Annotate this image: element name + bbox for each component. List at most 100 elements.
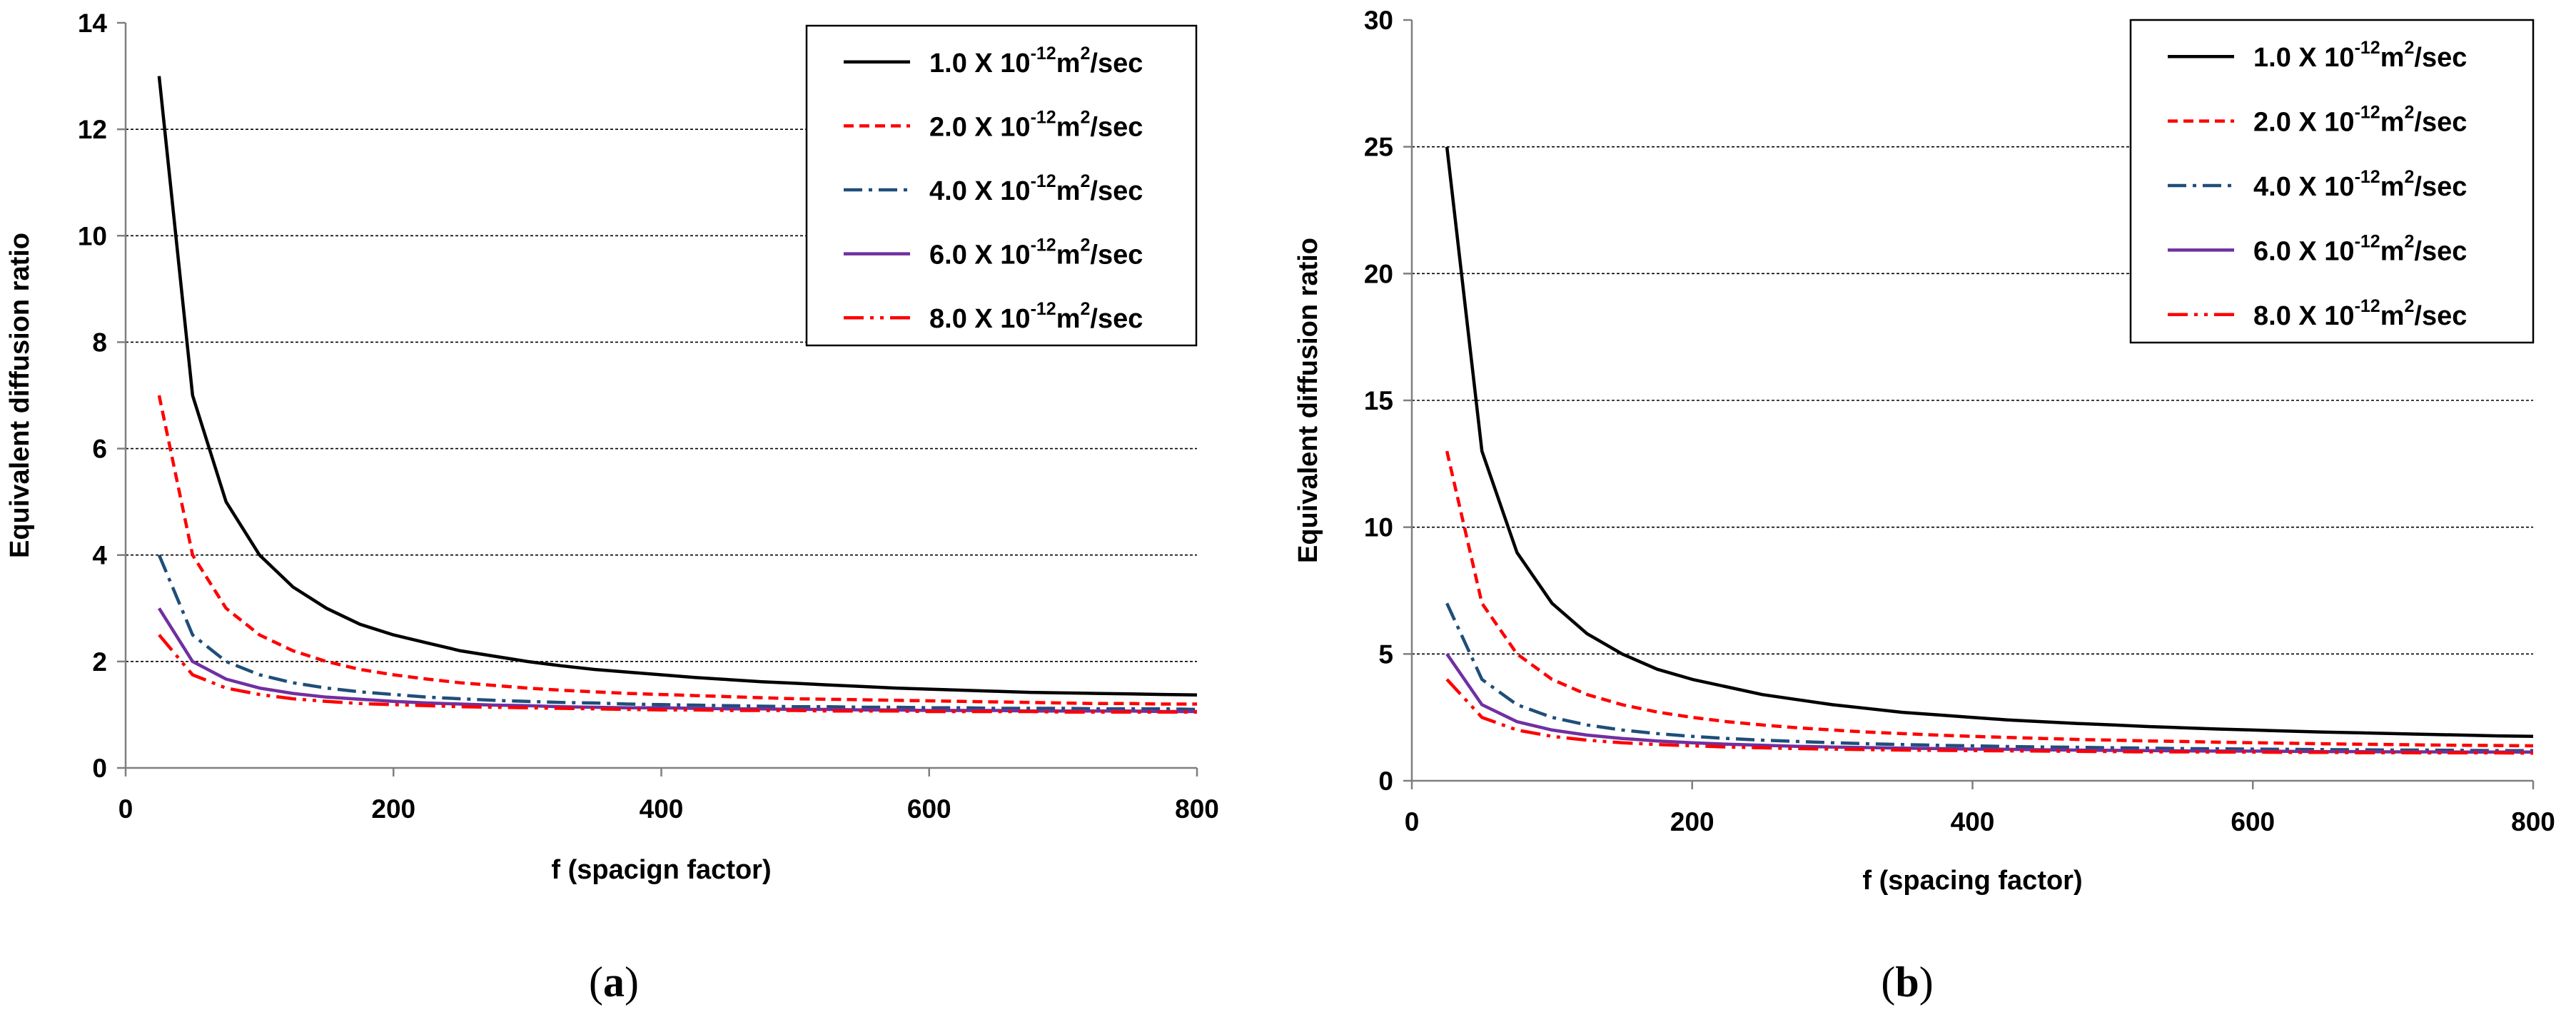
y-tick-label-b-6: 30 — [1364, 6, 1393, 35]
x-tick-label-b-0: 0 — [1405, 807, 1420, 836]
legend-label-part-a-2-3: 2 — [1081, 171, 1091, 191]
legend-label-a-2: 4.0 X 10-12m2/sec — [929, 171, 1143, 206]
legend-label-part-a-0-4: /sec — [1090, 49, 1143, 79]
legend-label-part-a-0-3: 2 — [1081, 44, 1091, 64]
legend-label-part-a-1-0: 2.0 X 10 — [929, 112, 1031, 142]
legend-label-part-b-2-3: 2 — [2405, 167, 2415, 187]
legend-label-part-b-4-0: 8.0 X 10 — [2253, 301, 2355, 331]
legend-box-a — [805, 24, 1198, 347]
legend-label-b-3: 6.0 X 10-12m2/sec — [2253, 231, 2467, 266]
y-tick-label-b-2: 10 — [1364, 513, 1393, 542]
y-tick-label-a-6: 12 — [78, 115, 107, 144]
series-line-a-2 — [157, 554, 1198, 712]
y-axis-title-b: Equivalent diffusion ratio — [1293, 238, 1323, 563]
y-tick-label-a-4: 8 — [92, 328, 107, 357]
legend-label-part-a-2-2: m — [1056, 176, 1081, 206]
legend-label-part-b-1-1: -12 — [2355, 103, 2380, 123]
legend-label-part-b-3-1: -12 — [2355, 231, 2380, 251]
legend-label-part-b-4-1: -12 — [2355, 296, 2380, 316]
legend-label-part-b-3-4: /sec — [2414, 236, 2467, 266]
legend-label-part-b-2-2: m — [2380, 172, 2405, 202]
legend-label-part-a-4-3: 2 — [1081, 299, 1091, 319]
legend-box-b — [2129, 19, 2535, 344]
legend-label-part-a-4-1: -12 — [1031, 299, 1056, 319]
chart-panel-a: 0 2 4 6 8 10 12 14 0 200 400 600 800 f (spacign facto… — [5, 9, 1219, 885]
legend-label-part-a-4-0: 8.0 X 10 — [929, 304, 1031, 334]
y-tick-label-a-2: 4 — [92, 541, 107, 570]
legend-label-part-a-3-1: -12 — [1031, 236, 1056, 256]
legend-label-b-2: 4.0 X 10-12m2/sec — [2253, 167, 2467, 202]
legend-label-part-a-3-4: /sec — [1090, 241, 1143, 270]
y-tick-label-a-0: 0 — [92, 754, 107, 783]
legend-label-part-a-2-1: -12 — [1031, 171, 1056, 191]
legend-label-a-4: 8.0 X 10-12m2/sec — [929, 299, 1143, 334]
legend-label-part-a-2-4: /sec — [1090, 176, 1143, 206]
y-tick-label-a-1: 2 — [92, 647, 107, 677]
series-line-b-4 — [1445, 678, 2534, 755]
x-tick-label-b-2: 400 — [1951, 807, 1995, 836]
legend-label-b-0: 1.0 X 10-12m2/sec — [2253, 38, 2467, 73]
y-tick-label-b-1: 5 — [1378, 639, 1393, 669]
legend-label-part-b-2-0: 4.0 X 10 — [2253, 172, 2355, 202]
x-tick-label-a-1: 200 — [371, 794, 415, 824]
y-tick-label-b-5: 25 — [1364, 133, 1393, 162]
y-tick-label-a-3: 6 — [92, 435, 107, 464]
y-tick-label-b-0: 0 — [1378, 766, 1393, 796]
x-tick-label-b-3: 600 — [2231, 807, 2275, 836]
series-line-b-2 — [1445, 602, 2533, 752]
legend-label-part-b-1-4: /sec — [2414, 108, 2467, 138]
legend-label-part-a-3-2: m — [1056, 241, 1081, 270]
legend-label-part-b-1-0: 2.0 X 10 — [2253, 108, 2355, 138]
x-tick-label-a-2: 400 — [640, 794, 684, 824]
legend-label-part-b-3-0: 6.0 X 10 — [2253, 236, 2355, 266]
legend-label-part-a-1-1: -12 — [1031, 107, 1056, 127]
legend-label-part-b-4-3: 2 — [2405, 296, 2415, 316]
legend-label-a-3: 6.0 X 10-12m2/sec — [929, 236, 1143, 270]
panel-label-a: (a) — [589, 958, 639, 1006]
panel-label-a-open: ( — [589, 958, 603, 1006]
panel-label-b-close: ) — [1919, 958, 1934, 1006]
series-line-a-0 — [157, 76, 1198, 697]
legend-label-part-a-3-3: 2 — [1081, 236, 1091, 256]
legend-label-part-b-0-0: 1.0 X 10 — [2253, 43, 2355, 73]
legend-label-part-b-0-2: m — [2380, 43, 2405, 73]
legend-label-part-b-1-3: 2 — [2405, 103, 2415, 123]
legend-label-part-b-3-2: m — [2380, 236, 2405, 266]
legend-label-part-a-1-4: /sec — [1090, 112, 1143, 142]
legend-label-part-b-1-2: m — [2380, 108, 2405, 138]
legend-label-part-a-0-0: 1.0 X 10 — [929, 49, 1031, 79]
y-tick-label-b-3: 15 — [1364, 386, 1393, 415]
x-axis-title-b: f (spacing factor) — [1862, 866, 2082, 896]
x-tick-label-b-4: 800 — [2511, 807, 2555, 836]
legend-label-a-0: 1.0 X 10-12m2/sec — [929, 44, 1143, 79]
legend-label-part-a-4-2: m — [1056, 304, 1081, 334]
panel-label-b: (b) — [1881, 958, 1933, 1006]
panel-label-a-letter: a — [603, 958, 625, 1006]
legend-label-part-b-2-1: -12 — [2355, 167, 2380, 187]
legend-label-b-1: 2.0 X 10-12m2/sec — [2253, 103, 2467, 138]
legend-label-a-1: 2.0 X 10-12m2/sec — [929, 107, 1143, 142]
legend-label-part-b-2-4: /sec — [2414, 172, 2467, 202]
panel-label-b-open: ( — [1881, 958, 1895, 1006]
legend-label-part-b-4-4: /sec — [2414, 301, 2467, 331]
series-line-a-4 — [158, 634, 1197, 714]
legend-label-b-4: 8.0 X 10-12m2/sec — [2253, 296, 2467, 331]
legend-label-part-a-1-3: 2 — [1081, 107, 1091, 127]
legend-label-part-b-0-4: /sec — [2414, 43, 2467, 73]
chart-panel-b: 0 5 10 15 20 25 30 0 200 400 600 800 f (spacing fact… — [1293, 6, 2555, 896]
legend-label-part-b-4-2: m — [2380, 301, 2405, 331]
legend-label-part-b-0-3: 2 — [2405, 38, 2415, 58]
panel-label-a-close: ) — [625, 958, 639, 1006]
series-line-b-0 — [1445, 146, 2534, 739]
y-axis-title-a: Equivalent diffusion ratio — [5, 233, 35, 558]
x-tick-label-a-4: 800 — [1175, 794, 1219, 824]
legend-label-part-a-3-0: 6.0 X 10 — [929, 241, 1031, 270]
y-tick-label-a-7: 14 — [78, 9, 108, 38]
series-line-a-1 — [157, 395, 1197, 706]
x-axis-title-a: f (spacign factor) — [551, 855, 771, 885]
x-tick-label-a-0: 0 — [118, 794, 133, 824]
legend-label-part-b-0-1: -12 — [2355, 38, 2380, 58]
x-tick-label-a-3: 600 — [907, 794, 951, 824]
y-tick-label-b-4: 20 — [1364, 259, 1393, 288]
